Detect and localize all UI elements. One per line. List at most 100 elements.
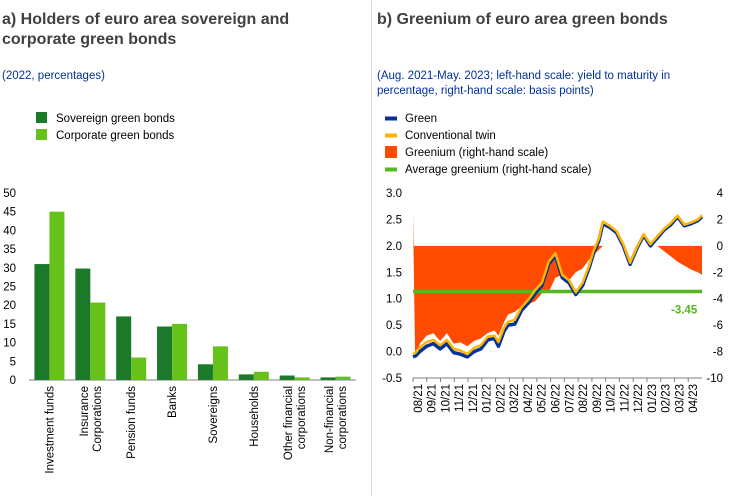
x-tick-label: 03/22 xyxy=(509,384,521,413)
bar-sovereign xyxy=(75,268,91,380)
y-right-tick-label: -6 xyxy=(713,320,723,332)
panel-b-subtitle-line1: (Aug. 2021-May. 2023; left-hand scale: y… xyxy=(377,70,671,82)
legend-label-greenium: Greenium (right-hand scale) xyxy=(405,147,548,159)
bar-sovereign xyxy=(34,264,50,380)
legend-swatch-conventional xyxy=(385,133,397,138)
x-tick-label: 03/23 xyxy=(674,384,686,413)
x-tick-label: 01/22 xyxy=(482,384,494,413)
bar-sovereign xyxy=(116,316,132,380)
bar-corporate xyxy=(90,302,106,380)
x-tick-label: 04/23 xyxy=(688,384,700,413)
y-right-tick-label: -4 xyxy=(713,294,724,306)
x-tick-label: 10/21 xyxy=(440,384,452,413)
category-label: Households xyxy=(249,386,261,447)
y-right-tick-label: -10 xyxy=(706,373,723,385)
panel-b-title: b) Greenium of euro area green bonds xyxy=(377,11,668,28)
panel-a-title: a) Holders of euro area sovereign and co… xyxy=(2,10,289,50)
bar-corporate xyxy=(172,323,188,380)
category-label: Sovereigns xyxy=(208,386,220,444)
category-label-group: Banks xyxy=(167,386,179,418)
legend-label-conventional: Conventional twin xyxy=(405,130,496,142)
panel-a-title-line1: a) Holders of euro area sovereign and xyxy=(2,11,290,28)
x-tick-label: 11/22 xyxy=(619,384,631,412)
y-tick-label: 35 xyxy=(3,244,16,256)
category-label-group: Non-financial corporations xyxy=(324,386,349,453)
greenium-line-chart: Green Conventional twin Greenium (right-ha… xyxy=(382,113,724,413)
legend-swatch-average xyxy=(385,167,397,172)
y-left-tick-label: -0.5 xyxy=(382,373,402,385)
category-label-group: Pension funds xyxy=(126,386,138,459)
y-left-tick-label: 3.0 xyxy=(386,188,402,200)
conventional-twin-line xyxy=(412,214,703,356)
legend-swatch-greenium xyxy=(385,146,397,158)
bar-corporate xyxy=(49,211,65,380)
y-right-tick-label: 4 xyxy=(717,188,724,200)
y-tick-label: 0 xyxy=(10,375,16,387)
y-left-tick-label: 2.0 xyxy=(386,241,402,253)
x-tick-label: 12/22 xyxy=(633,384,645,413)
category-label-group: Households xyxy=(249,386,261,447)
x-tick-label: 02/23 xyxy=(661,384,673,413)
panel-b-subtitle-line2: percentage, right-hand scale: basis poin… xyxy=(377,85,594,97)
legend-swatch-sovereign xyxy=(36,112,47,123)
x-tick-label: 08/21 xyxy=(413,384,425,413)
legend-swatch-corporate xyxy=(36,129,47,140)
y-tick-label: 40 xyxy=(3,225,16,237)
bar-sovereign xyxy=(157,326,173,380)
bar-corporate xyxy=(253,371,269,380)
category-label: Banks xyxy=(167,386,179,418)
y-tick-label: 15 xyxy=(3,319,16,331)
category-label: Other financial xyxy=(283,386,295,460)
panel-a-title-line2: corporate green bonds xyxy=(2,31,177,48)
legend-label-sovereign: Sovereign green bonds xyxy=(56,113,175,125)
x-tick-label: 01/23 xyxy=(647,384,659,413)
x-tick-label: 10/22 xyxy=(606,384,618,413)
x-tick-label: 07/22 xyxy=(564,384,576,413)
category-label-group: Investment funds xyxy=(44,386,56,474)
x-tick-label: 04/22 xyxy=(523,384,535,413)
bar-corporate xyxy=(212,346,228,380)
y-tick-label: 45 xyxy=(3,207,16,219)
x-tick-label: 11/21 xyxy=(454,384,466,412)
y-left-tick-label: 0.5 xyxy=(386,320,402,332)
x-tick-label: 02/22 xyxy=(495,384,507,413)
y-left-tick-label: 1.0 xyxy=(386,294,402,306)
y-tick-label: 10 xyxy=(3,338,16,350)
legend-label-green: Green xyxy=(405,113,437,125)
y-right-tick-label: -2 xyxy=(713,267,723,279)
x-tick-label: 12/21 xyxy=(468,384,480,413)
bar-corporate xyxy=(131,357,147,380)
category-label-group: Insurance Corporations xyxy=(79,386,104,452)
category-label: Non-financial xyxy=(324,386,336,453)
category-label-group: Other financial corporations xyxy=(283,386,308,460)
y-right-tick-label: 0 xyxy=(717,241,723,253)
x-tick-label: 06/22 xyxy=(551,384,563,413)
y-right-tick-label: -8 xyxy=(713,347,723,359)
bar-sovereign xyxy=(279,375,295,380)
bar-sovereign xyxy=(197,364,213,380)
category-label: Corporations xyxy=(92,386,104,452)
category-label: Investment funds xyxy=(44,386,56,474)
category-label-group: Sovereigns xyxy=(208,386,220,444)
legend-label-corporate: Corporate green bonds xyxy=(56,130,175,142)
bar-sovereign xyxy=(238,374,254,380)
category-label: corporations xyxy=(337,386,349,450)
category-label: Pension funds xyxy=(126,386,138,459)
y-tick-label: 25 xyxy=(3,282,16,294)
category-label: Insurance xyxy=(79,386,91,437)
y-right-tick-label: 2 xyxy=(717,214,723,226)
legend-swatch-green xyxy=(385,116,397,121)
y-left-tick-label: 2.5 xyxy=(386,214,402,226)
x-tick-label: 09/21 xyxy=(427,384,439,413)
panel-a-subtitle: (2022, percentages) xyxy=(2,70,105,82)
y-tick-label: 20 xyxy=(3,300,16,312)
panel-b-subtitle: (Aug. 2021-May. 2023; left-hand scale: y… xyxy=(377,69,670,99)
average-greenium-annotation: -3.45 xyxy=(671,304,698,316)
bar-sovereign xyxy=(320,377,336,380)
x-tick-label: 08/22 xyxy=(578,384,590,413)
legend-label-average: Average greenium (right-hand scale) xyxy=(405,164,592,176)
bar-corporate xyxy=(294,377,310,380)
x-tick-label: 09/22 xyxy=(592,384,604,413)
y-tick-label: 5 xyxy=(10,356,16,368)
y-tick-label: 50 xyxy=(3,188,16,200)
